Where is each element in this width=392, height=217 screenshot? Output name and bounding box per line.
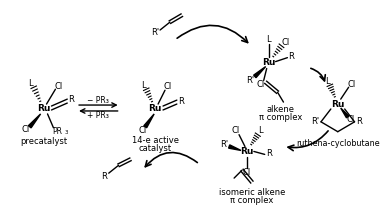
Polygon shape: [229, 145, 241, 150]
Text: π complex: π complex: [259, 113, 302, 122]
Text: ruthena-cyclobutane: ruthena-cyclobutane: [296, 139, 379, 148]
Text: R: R: [101, 172, 107, 181]
Polygon shape: [341, 108, 349, 118]
Text: alkene: alkene: [267, 105, 294, 115]
Text: isomeric alkene: isomeric alkene: [219, 188, 285, 197]
Text: 3: 3: [64, 130, 68, 135]
Polygon shape: [29, 114, 41, 128]
Text: + PR₃: + PR₃: [87, 111, 109, 120]
Text: Ru: Ru: [262, 58, 275, 67]
Text: Cl: Cl: [257, 80, 265, 89]
Text: − PR₃: − PR₃: [87, 96, 109, 105]
Text: R: R: [178, 97, 184, 106]
Text: Cl: Cl: [138, 126, 147, 135]
Text: Cl: Cl: [232, 126, 240, 135]
Text: R': R': [311, 117, 319, 126]
Text: R': R': [220, 140, 228, 149]
Text: PR: PR: [53, 127, 62, 136]
Text: R': R': [151, 28, 159, 38]
FancyArrowPatch shape: [177, 25, 248, 43]
Text: R: R: [266, 149, 272, 158]
Text: Ru: Ru: [37, 105, 50, 113]
Text: L: L: [326, 77, 330, 86]
FancyArrowPatch shape: [288, 131, 328, 151]
Text: precatalyst: precatalyst: [20, 137, 67, 146]
FancyArrowPatch shape: [311, 68, 325, 81]
Text: Cl: Cl: [243, 168, 251, 177]
Text: catalyst: catalyst: [138, 144, 172, 153]
Text: R: R: [289, 52, 294, 61]
Text: L: L: [266, 35, 271, 44]
Text: Cl: Cl: [164, 82, 172, 91]
Text: R: R: [357, 117, 363, 126]
Polygon shape: [254, 67, 266, 78]
Text: R': R': [246, 76, 254, 85]
Text: Ru: Ru: [149, 105, 162, 113]
Text: Ru: Ru: [331, 100, 345, 108]
Text: Ru: Ru: [240, 147, 254, 156]
Text: Cl: Cl: [281, 38, 290, 47]
Text: R: R: [68, 95, 74, 104]
Polygon shape: [144, 114, 154, 128]
Text: Cl: Cl: [347, 115, 355, 124]
Text: L: L: [29, 79, 33, 88]
Text: Cl: Cl: [347, 80, 356, 89]
Text: π complex: π complex: [230, 196, 274, 205]
Text: L: L: [258, 126, 263, 135]
FancyArrowPatch shape: [145, 153, 197, 167]
Text: 14-e active: 14-e active: [132, 136, 179, 145]
Text: L: L: [141, 81, 145, 90]
Text: Cl: Cl: [54, 82, 62, 91]
Text: Cl: Cl: [22, 125, 30, 134]
